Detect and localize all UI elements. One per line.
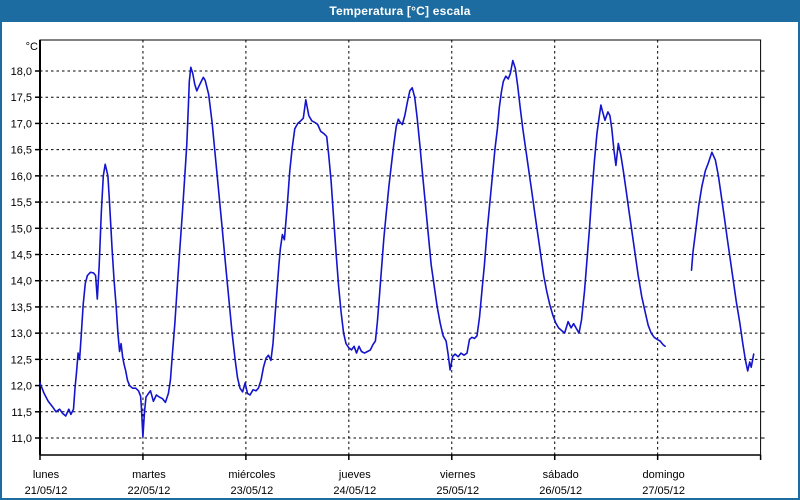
- x-date-label: 21/05/12: [25, 485, 68, 497]
- x-date-label: 24/05/12: [333, 485, 376, 497]
- y-tick-label: 13,0: [11, 328, 32, 340]
- y-tick-label: 17,5: [11, 92, 32, 104]
- y-tick-label: 11,0: [11, 433, 32, 445]
- temperature-line-segment: [690, 151, 755, 372]
- y-tick-label: 15,0: [11, 223, 32, 235]
- y-tick-label: 14,0: [11, 276, 32, 288]
- y-tick-label: 12,5: [11, 354, 32, 366]
- y-tick-label: 17,0: [11, 118, 32, 130]
- title-bar: Temperatura [°C] escala: [0, 0, 800, 22]
- y-axis-unit-label: °C: [26, 41, 38, 53]
- x-day-label: viernes: [440, 469, 476, 481]
- x-date-label: 23/05/12: [230, 485, 273, 497]
- y-tick-label: 16,5: [11, 145, 32, 157]
- y-tick-label: 12,0: [11, 381, 32, 393]
- x-date-label: 26/05/12: [539, 485, 582, 497]
- y-tick-label: 14,5: [11, 250, 32, 262]
- window-title: Temperatura [°C] escala: [329, 4, 471, 18]
- x-day-label: sábado: [543, 469, 579, 481]
- y-tick-label: 16,0: [11, 171, 32, 183]
- x-day-label: miércoles: [228, 469, 276, 481]
- x-day-label: martes: [132, 469, 166, 481]
- x-date-label: 25/05/12: [436, 485, 479, 497]
- y-tick-label: 13,5: [11, 302, 32, 314]
- x-day-label: jueves: [338, 469, 371, 481]
- y-tick-label: 15,5: [11, 197, 32, 209]
- temperature-line-segment: [39, 59, 666, 438]
- x-date-label: 27/05/12: [642, 485, 685, 497]
- x-day-label: domingo: [643, 469, 685, 481]
- y-tick-label: 11,5: [11, 407, 32, 419]
- y-tick-label: 18,0: [11, 66, 32, 78]
- x-date-label: 22/05/12: [128, 485, 171, 497]
- x-day-label: lunes: [33, 469, 60, 481]
